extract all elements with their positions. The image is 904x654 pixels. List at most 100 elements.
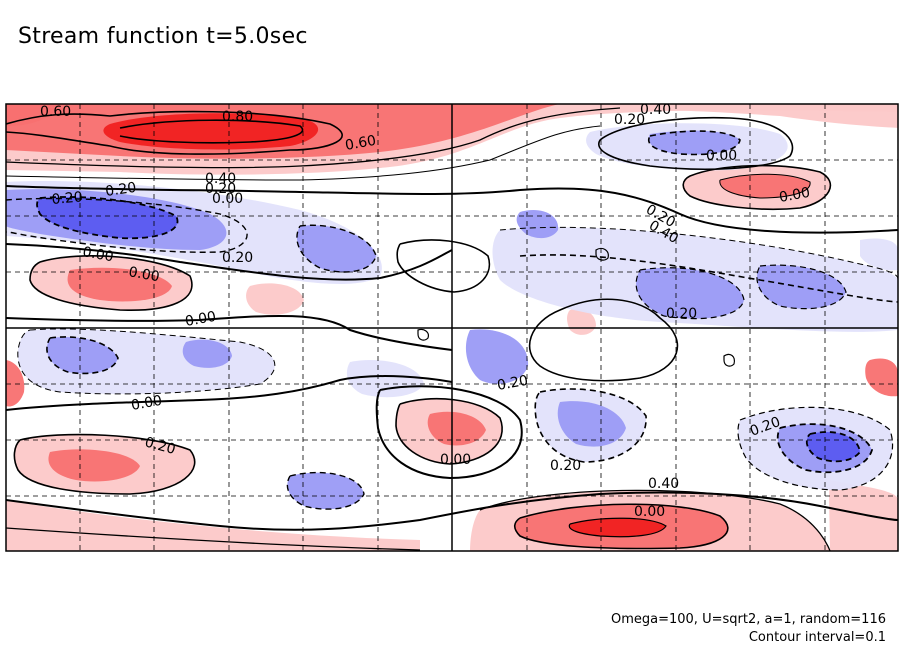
contour-label-text: 0.00	[184, 309, 217, 330]
contour-zero-bottom	[6, 491, 898, 531]
region-negative-center-bottom-mid	[557, 401, 626, 447]
contour-label: 0.00	[440, 452, 471, 468]
contour-pos-0-20	[6, 125, 601, 181]
contour-label: 0.40	[648, 476, 679, 492]
contour-neg-top-right	[647, 130, 741, 156]
contour-pos-0-40	[6, 107, 621, 169]
contour-label: 0.00	[184, 309, 217, 330]
contour-label: 0.20	[496, 373, 529, 394]
region-positive-left-edge	[6, 360, 25, 407]
region-negative-top-right-mid	[648, 130, 740, 155]
contour-label-text: 0.40	[648, 476, 679, 492]
contour-neg-right-a	[635, 267, 745, 320]
contour-pos-top-inner	[119, 119, 304, 144]
contour-label: 0.00	[212, 191, 243, 207]
contour-label: 0.20	[143, 434, 177, 458]
contour-label: 0.80	[222, 109, 253, 125]
contour-label-text: 0.20	[666, 306, 697, 322]
contour-label: 0.00	[778, 185, 811, 206]
contour-label-text: 0.00	[634, 504, 665, 520]
contour-pos-bottom-center	[395, 397, 503, 465]
contour-neg-left-bottom-outer	[17, 328, 276, 395]
contour-label-text: 0.40	[640, 102, 671, 118]
region-positive-bottom-right-strong	[569, 518, 666, 537]
contour-zero-upper	[6, 185, 898, 234]
contour-label: 0.20	[205, 181, 236, 197]
contour-label: 0.00	[81, 244, 114, 265]
contour-pos-top-outer	[6, 110, 343, 155]
contour-label: 0.20	[614, 112, 645, 128]
region-positive-top-strong	[103, 113, 319, 150]
region-negative-center	[465, 329, 529, 384]
contour-pos-0-20-right	[598, 116, 794, 170]
region-negative-right-edge	[860, 238, 898, 271]
region-positive-top-right	[640, 104, 898, 128]
contour-neg-bottom-center-left	[286, 471, 365, 510]
region-negative-left-top-strong	[37, 196, 178, 239]
contour-label-text: 0.20	[205, 181, 236, 197]
region-positive-bottom-strip	[6, 500, 420, 551]
region-negative-left-bottom-mid	[46, 336, 118, 374]
contour-neg-center-bottom	[534, 388, 647, 463]
contour-label-text: 0.00	[778, 185, 811, 206]
contour-neg-bottom-right-outer	[737, 406, 894, 491]
region-positive-small-a	[246, 283, 304, 315]
contour-label: 0.20	[222, 250, 253, 266]
contour-small-loop-c	[723, 353, 735, 367]
contour-label-text: 0.60	[40, 104, 71, 120]
contour-neg-left-0-20	[6, 197, 248, 253]
contour-label: 0.40	[640, 102, 671, 118]
contour-small-loop-b	[595, 247, 609, 261]
region-positive-right-edge	[865, 358, 898, 397]
region-negative-bottom-right-strong	[806, 432, 860, 462]
contour-label: 0.20	[550, 458, 581, 474]
region-negative-right-mid-a	[636, 267, 744, 319]
contour-pos-bottom-left	[13, 433, 196, 495]
region-positive-bottom-left-mid	[48, 449, 140, 482]
region-negative-left-bottom-mid-b	[182, 339, 232, 368]
chart-title: Stream function t=5.0sec	[18, 24, 308, 49]
contour-label: 0.20	[104, 180, 137, 200]
region-positive-right-mid	[719, 174, 811, 198]
contour-label: 0.60	[40, 104, 71, 120]
contour-label-text: 0.20	[104, 180, 137, 200]
contour-interval-note: Contour interval=0.1	[748, 630, 886, 645]
contour-label-text: 0.00	[130, 393, 163, 414]
contour-label: 0.60	[344, 133, 377, 154]
contour-label-text: 0.80	[222, 109, 253, 125]
contour-zero-bottom-center	[375, 385, 523, 480]
contour-label: 0.20	[51, 189, 83, 208]
contour-zero-center-loop	[396, 239, 491, 293]
contour-zero-left-center	[6, 314, 453, 351]
contour-small-loop-a	[417, 328, 429, 341]
contour-neg-right-mid	[519, 254, 898, 303]
region-negative-small-d	[346, 360, 424, 398]
contour-pos-bottom-right-0-40	[513, 503, 729, 550]
contour-zero-lower-left	[6, 375, 453, 411]
contour-pos-right-0-40	[719, 173, 811, 199]
contour-label-text: 0.20	[51, 189, 83, 208]
contour-pos-bottom-right-0-20	[479, 489, 831, 551]
contour-label-text: 0.20	[143, 434, 177, 458]
region-positive-bottom-center-mid	[427, 411, 486, 446]
contour-label: 0.00	[130, 393, 163, 414]
region-positive-left-mid	[67, 267, 172, 302]
region-negative-bottom-center-left	[287, 472, 364, 510]
contour-label: 0.00	[634, 504, 665, 520]
contour-label-text: 0.00	[127, 264, 160, 285]
contour-label-text: 0.20	[222, 250, 253, 266]
contour-label: 0.20	[666, 306, 697, 322]
contour-neg-left-0-40	[36, 196, 179, 240]
contour-pos-bottom-strip	[6, 527, 421, 551]
contour-label-text: 0.00	[81, 244, 114, 265]
contour-neg-bottom-right-inner	[805, 431, 861, 463]
contour-label-text: 0.20	[614, 112, 645, 128]
region-negative-center-left	[296, 225, 376, 272]
contour-neg-left-bottom	[46, 336, 119, 375]
contour-neg-right-mid-outer	[499, 226, 898, 281]
contour-label-text: 0.00	[212, 191, 243, 207]
contour-label-text: 0.20	[550, 458, 581, 474]
contour-neg-bottom-right-mid	[776, 423, 873, 474]
contour-label-text: 0.00	[706, 148, 737, 164]
